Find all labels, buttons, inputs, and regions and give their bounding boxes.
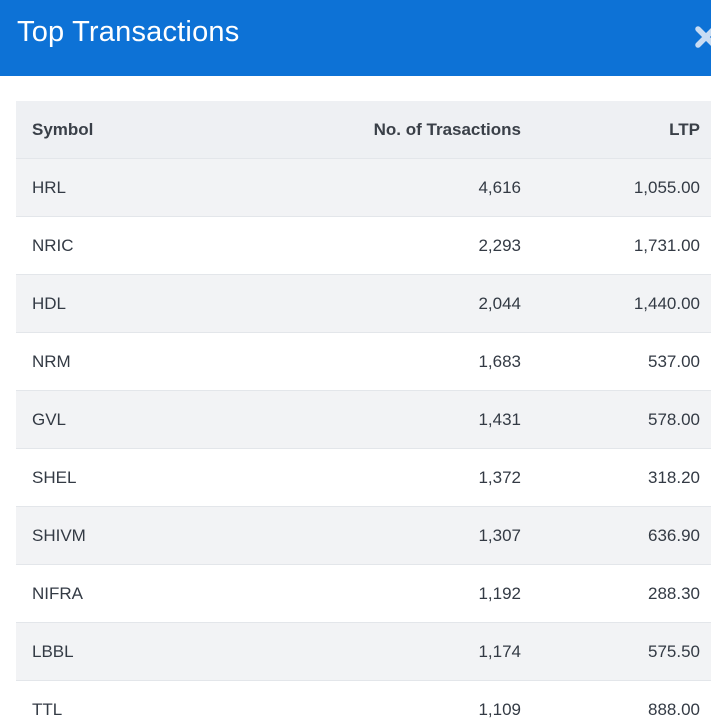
ltp-cell: 636.90 <box>521 506 711 565</box>
table-row[interactable]: LBBL 1,174 575.50 <box>16 622 711 681</box>
transactions-cell: 2,044 <box>196 274 521 333</box>
symbol-cell: NIFRA <box>16 564 196 623</box>
table-row[interactable]: NIFRA 1,192 288.30 <box>16 564 711 623</box>
symbol-cell: GVL <box>16 390 196 449</box>
table-row[interactable]: SHIVM 1,307 636.90 <box>16 506 711 565</box>
transactions-cell: 1,683 <box>196 332 521 391</box>
transactions-cell: 1,192 <box>196 564 521 623</box>
ltp-cell: 578.00 <box>521 390 711 449</box>
symbol-cell: HDL <box>16 274 196 333</box>
ltp-cell: 1,731.00 <box>521 216 711 275</box>
ltp-cell: 537.00 <box>521 332 711 391</box>
modal-title: Top Transactions <box>17 16 240 48</box>
ltp-cell: 288.30 <box>521 564 711 623</box>
transactions-table: Symbol No. of Trasactions LTP HRL 4,616 1,… <box>16 101 711 727</box>
transactions-cell: 1,431 <box>196 390 521 449</box>
column-header-symbol[interactable]: Symbol <box>16 101 196 159</box>
transactions-cell: 4,616 <box>196 158 521 217</box>
ltp-cell: 888.00 <box>521 680 711 727</box>
symbol-cell: LBBL <box>16 622 196 681</box>
table-header-row: Symbol No. of Trasactions LTP <box>16 101 711 159</box>
table-row[interactable]: GVL 1,431 578.00 <box>16 390 711 449</box>
close-button[interactable] <box>693 19 711 55</box>
table-row[interactable]: SHEL 1,372 318.20 <box>16 448 711 507</box>
ltp-cell: 575.50 <box>521 622 711 681</box>
ltp-cell: 1,055.00 <box>521 158 711 217</box>
table-row[interactable]: HRL 4,616 1,055.00 <box>16 158 711 217</box>
transactions-cell: 1,109 <box>196 680 521 727</box>
symbol-cell: NRM <box>16 332 196 391</box>
modal-header: Top Transactions <box>0 0 711 76</box>
ltp-cell: 318.20 <box>521 448 711 507</box>
column-header-transactions[interactable]: No. of Trasactions <box>196 101 521 159</box>
table-row[interactable]: HDL 2,044 1,440.00 <box>16 274 711 333</box>
table-body: HRL 4,616 1,055.00 NRIC 2,293 1,731.00 HDL 2,04… <box>16 158 711 727</box>
close-icon <box>695 26 711 48</box>
transactions-table-container: Symbol No. of Trasactions LTP HRL 4,616 1,… <box>16 101 711 727</box>
table-row[interactable]: NRIC 2,293 1,731.00 <box>16 216 711 275</box>
transactions-cell: 1,372 <box>196 448 521 507</box>
table-row[interactable]: NRM 1,683 537.00 <box>16 332 711 391</box>
symbol-cell: TTL <box>16 680 196 727</box>
transactions-cell: 2,293 <box>196 216 521 275</box>
symbol-cell: SHIVM <box>16 506 196 565</box>
symbol-cell: HRL <box>16 158 196 217</box>
transactions-cell: 1,307 <box>196 506 521 565</box>
transactions-cell: 1,174 <box>196 622 521 681</box>
column-header-ltp[interactable]: LTP <box>521 101 711 159</box>
ltp-cell: 1,440.00 <box>521 274 711 333</box>
table-row[interactable]: TTL 1,109 888.00 <box>16 680 711 727</box>
symbol-cell: NRIC <box>16 216 196 275</box>
symbol-cell: SHEL <box>16 448 196 507</box>
